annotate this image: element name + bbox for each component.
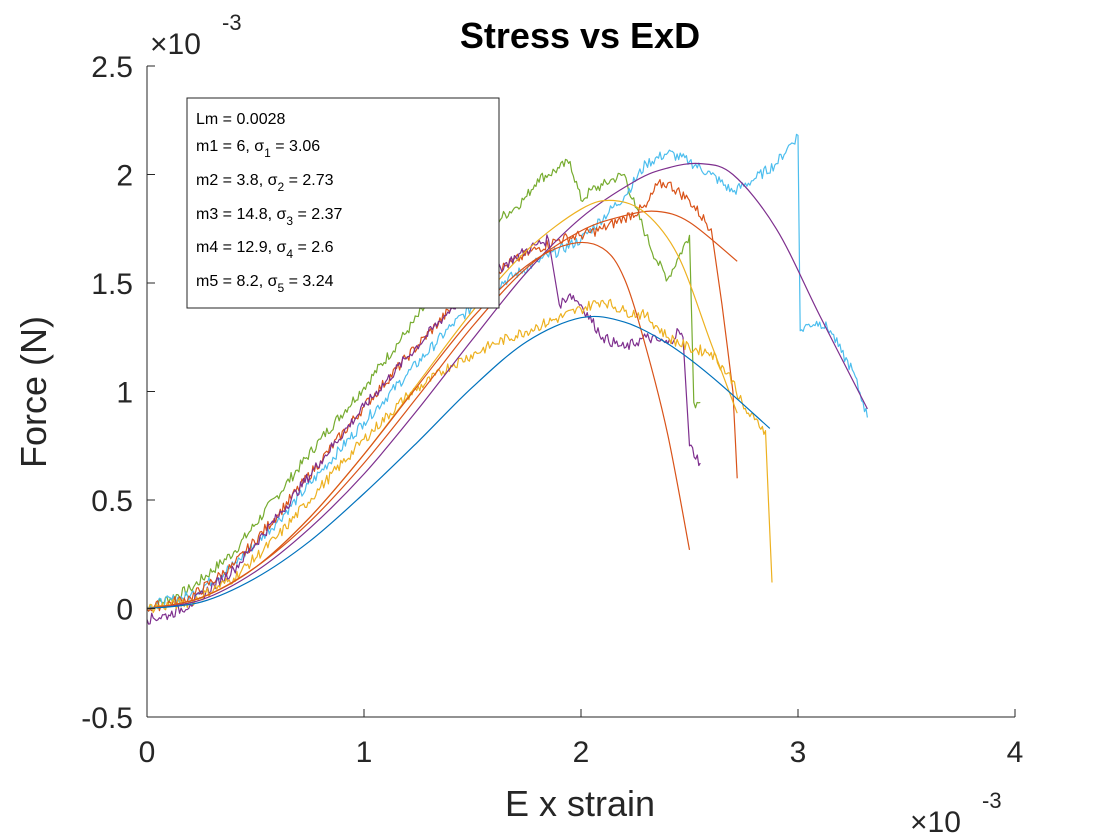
legend-entries: Lm = 0.0028 m1 = 6, σ1 = 3.06 m2 = 3.8, σ2… — [196, 111, 343, 295]
x-tick-label: 0 — [139, 736, 156, 769]
legend-entry-4: m3 = 14.8, σ3 = 2.37 — [196, 206, 343, 228]
y-tick-label: 1.5 — [91, 268, 133, 301]
legend-box: Lm = 0.0028 m1 = 6, σ1 = 3.06 m2 = 3.8, σ2… — [186, 97, 500, 309]
legend-entry-6: m5 = 8.2, σ5 = 3.24 — [196, 273, 334, 295]
x-tick-label: 3 — [790, 736, 807, 769]
measured-curve-3 — [146, 179, 738, 612]
legend-entry-text: m4 = 12.9, σ — [196, 239, 286, 256]
y-tick-label: 2.5 — [91, 51, 133, 84]
legend-entry-subscript: 1 — [264, 146, 271, 160]
chart-title: Stress vs ExD — [460, 15, 700, 56]
legend-entry-text: Lm = 0.0028 — [196, 111, 286, 128]
legend-entry-3: m2 = 3.8, σ2 = 2.73 — [196, 172, 334, 194]
legend-entry-subscript: 5 — [277, 281, 284, 295]
measured-curve-1 — [146, 158, 701, 612]
legend-entry-value: = 3.06 — [271, 138, 320, 155]
y-scale-label: ×10 -3 — [150, 10, 242, 61]
y-tick-label: 1 — [116, 377, 133, 410]
y-tick-label: 0.5 — [91, 485, 133, 518]
legend-entry-2: m1 = 6, σ1 = 3.06 — [196, 138, 320, 160]
ticks-layer: 0 1 2 3 4-0.500.511.522.5 — [81, 51, 1023, 769]
y-scale-base: ×10 — [150, 28, 201, 61]
legend-entry-subscript: 4 — [286, 247, 293, 261]
legend-entry-value: = 3.24 — [284, 273, 333, 290]
legend-entry-1: Lm = 0.0028 — [196, 111, 286, 128]
x-scale-base: ×10 — [910, 806, 961, 839]
legend-entry-subscript: 2 — [277, 180, 284, 194]
legend-entry-text: m2 = 3.8, σ — [196, 172, 278, 189]
y-axis-label: Force (N) — [13, 316, 54, 468]
legend-entry-value: = 2.37 — [293, 206, 342, 223]
y-tick-label: 0 — [116, 594, 133, 627]
legend-entry-text: m3 = 14.8, σ — [196, 206, 286, 223]
x-tick-label: 2 — [573, 736, 590, 769]
fit-curve-10 — [146, 315, 771, 610]
legend-entry-subscript: 3 — [286, 214, 293, 228]
legend-entry-text: m5 = 8.2, σ — [196, 273, 278, 290]
measured-curve-5 — [146, 298, 773, 614]
y-tick-label: 2 — [116, 160, 133, 193]
x-scale-exponent: -3 — [982, 788, 1002, 813]
x-tick-label: 4 — [1007, 736, 1024, 769]
fit-curve-6 — [146, 162, 868, 610]
legend-entry-value: = 2.73 — [284, 172, 333, 189]
x-scale-label: ×10 -3 — [910, 788, 1002, 839]
x-tick-label: 1 — [356, 736, 373, 769]
legend-entry-text: m1 = 6, σ — [196, 138, 264, 155]
legend-frame — [186, 97, 500, 309]
y-tick-label: -0.5 — [81, 702, 133, 735]
y-scale-exponent: -3 — [222, 10, 242, 35]
x-axis-label: E x strain — [505, 783, 655, 824]
measured-curve-4 — [146, 234, 701, 625]
legend-entry-value: = 2.6 — [293, 239, 334, 256]
legend-entry-5: m4 = 12.9, σ4 = 2.6 — [196, 239, 334, 261]
